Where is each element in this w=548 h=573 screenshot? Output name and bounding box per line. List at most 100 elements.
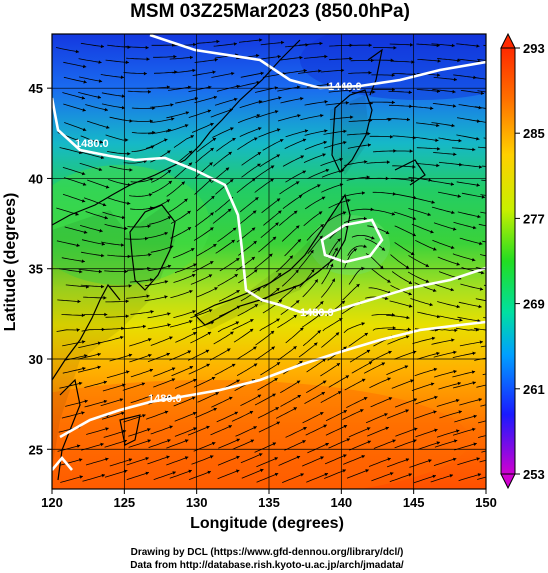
- streamline-arrowhead: [102, 202, 107, 207]
- x-axis-ticks: 120 125 130 135 140 145 150: [41, 489, 497, 510]
- streamline: [349, 349, 371, 363]
- streamline: [56, 329, 80, 332]
- streamline-arrowhead: [187, 350, 191, 354]
- streamline: [104, 223, 128, 230]
- streamline-arrowhead: [173, 54, 177, 59]
- streamline-arrowhead: [317, 313, 322, 317]
- streamline-arrowhead: [456, 429, 460, 433]
- streamline-arrowhead: [325, 442, 329, 447]
- streamline: [128, 439, 151, 448]
- streamline: [129, 120, 154, 122]
- streamline-arrowhead: [324, 54, 328, 59]
- streamline: [84, 400, 108, 408]
- streamline-arrowhead: [82, 108, 86, 112]
- streamline: [416, 147, 441, 150]
- streamline: [477, 58, 486, 61]
- streamline-arrowhead: [414, 427, 418, 431]
- streamline-arrowhead: [128, 284, 132, 288]
- streamline-arrowhead: [366, 349, 371, 354]
- streamline-arrowhead: [81, 171, 86, 176]
- streamline-arrowhead: [428, 178, 432, 182]
- streamline-arrowhead: [388, 397, 393, 401]
- streamline: [235, 426, 257, 437]
- streamline: [171, 366, 194, 377]
- streamline-arrowhead: [168, 180, 172, 185]
- streamline: [106, 370, 130, 379]
- streamline-arrowhead: [100, 442, 104, 447]
- streamline-arrowhead: [276, 198, 281, 202]
- streamline: [343, 218, 367, 224]
- streamline: [61, 411, 85, 419]
- streamline-arrowhead: [164, 410, 169, 414]
- streamline-arrowhead: [303, 427, 307, 431]
- streamline-arrowhead: [298, 195, 303, 199]
- streamline-arrowhead: [350, 115, 354, 119]
- streamline-arrowhead: [99, 228, 103, 233]
- streamline-arrowhead: [188, 150, 193, 154]
- streamline-arrowhead: [335, 332, 340, 336]
- streamline-arrowhead: [472, 427, 476, 432]
- streamline-arrowhead: [322, 358, 326, 362]
- streamline-arrowhead: [450, 182, 454, 186]
- streamline-arrowhead: [408, 304, 413, 308]
- streamline: [276, 407, 298, 419]
- streamline: [389, 104, 413, 107]
- streamline: [214, 363, 236, 376]
- streamline-arrowhead: [77, 299, 81, 304]
- streamline-arrowhead: [167, 170, 171, 174]
- streamline: [454, 443, 477, 451]
- streamline: [407, 271, 430, 283]
- streamline-arrowhead: [81, 313, 85, 318]
- streamline-arrowhead: [98, 79, 103, 83]
- streamline-arrowhead: [164, 138, 168, 142]
- streamline: [82, 474, 106, 482]
- streamline-arrowhead: [274, 378, 278, 382]
- streamline: [131, 131, 156, 134]
- streamline: [452, 381, 476, 389]
- streamline: [174, 427, 197, 437]
- streamline: [78, 342, 102, 348]
- streamline: [304, 101, 328, 106]
- streamline: [124, 237, 149, 240]
- streamline-arrowhead: [171, 43, 175, 47]
- streamline: [280, 394, 302, 407]
- streamline: [324, 454, 347, 465]
- streamline-arrowhead: [210, 212, 214, 216]
- streamline-arrowhead: [148, 90, 151, 94]
- streamline: [415, 239, 437, 251]
- streamline: [212, 127, 234, 138]
- streamline-arrowhead: [458, 410, 462, 414]
- streamline: [166, 111, 190, 119]
- streamline: [175, 97, 199, 104]
- streamline-arrowhead: [280, 40, 285, 45]
- streamline-arrowhead: [278, 210, 282, 214]
- streamline: [320, 278, 336, 298]
- streamline: [64, 226, 88, 234]
- streamline-arrowhead: [278, 96, 282, 100]
- y-axis-ticks: 25 30 35 40 45: [29, 81, 52, 457]
- streamline-arrowhead: [211, 195, 215, 200]
- streamline-arrowhead: [278, 299, 283, 303]
- streamline-arrowhead: [276, 128, 281, 132]
- streamline-arrowhead: [302, 138, 307, 142]
- streamline: [392, 165, 416, 168]
- streamline: [306, 473, 329, 483]
- streamline: [277, 86, 301, 92]
- streamline-arrowhead: [276, 154, 280, 158]
- streamline: [459, 341, 483, 347]
- streamline-arrowhead: [209, 455, 214, 459]
- colorbar-tick-label: 293: [523, 41, 545, 56]
- streamline-arrowhead: [279, 139, 284, 143]
- streamline: [301, 313, 322, 328]
- streamline: [386, 365, 409, 376]
- streamline-arrowhead: [188, 469, 192, 474]
- streamline: [307, 169, 330, 180]
- streamline: [262, 139, 284, 151]
- streamline-arrowhead: [150, 310, 154, 314]
- streamline-arrowhead: [78, 150, 83, 155]
- streamline: [302, 456, 324, 467]
- contour-label-2: 1480.0: [75, 138, 109, 150]
- streamline: [299, 184, 321, 197]
- streamline-arrowhead: [253, 241, 257, 245]
- streamline: [194, 162, 213, 179]
